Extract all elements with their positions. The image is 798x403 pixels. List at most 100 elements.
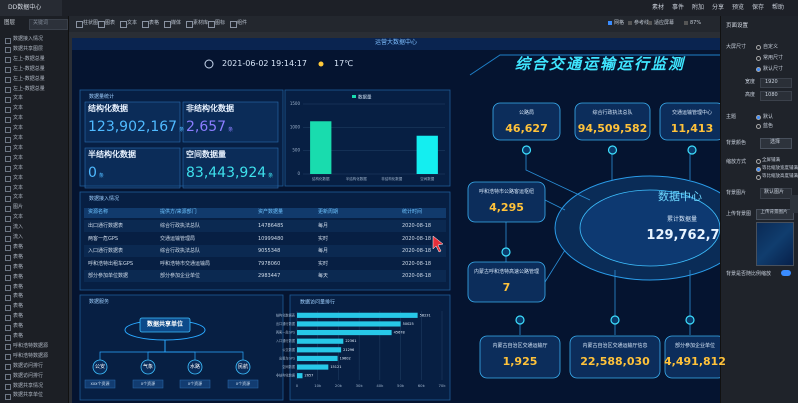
menu-item[interactable]: 保存 (752, 4, 765, 11)
layer-item[interactable]: 流入 (13, 224, 24, 231)
menu-item[interactable]: 帮助 (772, 4, 785, 11)
layer-icon (5, 47, 11, 54)
tool-icon (98, 21, 105, 28)
radio-label: 蓝色 (763, 123, 774, 129)
tool-label[interactable]: 素材库 (193, 20, 209, 26)
layer-icon (5, 146, 11, 153)
table-header: 资源名称 (88, 209, 109, 215)
center-value: 129,762,7 (646, 228, 720, 243)
radio[interactable] (756, 45, 761, 50)
radio-label: 默认 (763, 114, 774, 120)
radio[interactable] (756, 115, 761, 120)
layer-item[interactable]: 文本 (13, 174, 24, 181)
tool-label[interactable]: 表格 (149, 20, 160, 26)
layer-item[interactable]: 左上-数据总量 (13, 85, 45, 92)
radio[interactable] (756, 56, 761, 61)
layer-item[interactable]: 文本 (13, 164, 24, 171)
y-tick-label: 0 (297, 171, 300, 176)
view-item[interactable]: 87% (690, 20, 702, 26)
tool-label[interactable]: 图标 (215, 20, 226, 26)
input[interactable] (760, 91, 792, 101)
layer-item[interactable]: 表格 (13, 323, 24, 330)
layer-item[interactable]: 表格 (13, 263, 24, 270)
layer-item[interactable]: 呼和浩特数据源 (13, 352, 49, 359)
layer-item[interactable]: 表格 (13, 243, 24, 250)
layer-item[interactable]: 文本 (13, 115, 24, 122)
layer-item[interactable]: 数据访问排行 (13, 362, 44, 369)
menu-item[interactable]: 附加 (692, 4, 705, 11)
layer-item[interactable]: 左上-数据总量 (13, 55, 45, 62)
layer-item[interactable]: 表格 (13, 303, 24, 310)
layer-item[interactable]: 左上-数据总量 (13, 75, 45, 82)
view-item[interactable]: 网格 (614, 20, 625, 26)
tool-label[interactable]: 图表 (105, 20, 116, 26)
tool-label[interactable]: 组件 (237, 20, 248, 26)
toggle[interactable] (781, 270, 791, 276)
layer-item[interactable]: 左上-数据总量 (13, 65, 45, 72)
input[interactable] (760, 78, 792, 88)
layer-item[interactable]: 文本 (13, 194, 24, 201)
menu-item[interactable]: 预览 (732, 4, 745, 11)
button[interactable] (760, 138, 792, 149)
x-tick-label: 30k (356, 383, 364, 388)
radio[interactable] (756, 124, 761, 129)
layer-item[interactable]: 数据共享情况 (13, 382, 44, 389)
layer-item[interactable]: 文本 (13, 144, 24, 151)
layer-item[interactable]: 表格 (13, 293, 24, 300)
search-text: 关键词 (33, 20, 49, 26)
layer-icon (5, 384, 11, 390)
layer-item[interactable]: 图片 (13, 204, 24, 211)
layer-item[interactable]: 数据访问排行 (13, 372, 44, 379)
layer-item[interactable]: 流入 (13, 234, 24, 240)
menu-item[interactable]: 素材 (652, 4, 665, 11)
layer-item[interactable]: 文本 (13, 184, 24, 191)
network-node-label: 综合行政执法总队 (592, 110, 633, 116)
button[interactable] (756, 209, 794, 220)
network-node (467, 181, 546, 223)
layer-item[interactable]: 文本 (13, 214, 24, 221)
layer-item[interactable]: 数据接入情况 (13, 36, 44, 42)
layer-item[interactable]: 文本 (13, 95, 24, 102)
radio[interactable] (756, 159, 761, 164)
y-tick-label: 公交数据 (282, 347, 296, 352)
layer-item[interactable]: 表格 (13, 313, 24, 320)
radio[interactable] (756, 175, 761, 180)
menu-item[interactable]: 事件 (672, 4, 685, 11)
radio[interactable] (756, 67, 761, 72)
service-node-label: 公安 (94, 363, 106, 370)
layer-icon (5, 37, 11, 44)
network-dot (687, 145, 697, 155)
layer-item[interactable]: 数据共享单位 (13, 392, 44, 399)
view-item[interactable]: 参考线 (634, 20, 650, 26)
layer-item[interactable]: 文本 (13, 154, 24, 161)
collapse-arrow[interactable] (790, 195, 798, 213)
search-box[interactable] (29, 19, 68, 30)
tool-label[interactable]: 文本 (127, 20, 138, 26)
layer-item[interactable]: 文本 (13, 105, 24, 112)
layer-item[interactable]: 表格 (13, 333, 24, 339)
layer-item[interactable]: 呼和浩特数据源 (13, 342, 49, 349)
table-row-bg (84, 220, 446, 232)
button-text: 上传背景图片 (760, 210, 788, 215)
layer-item[interactable]: 表格 (13, 283, 24, 290)
layer-item[interactable]: 文本 (13, 135, 24, 141)
tool-label[interactable]: 柱状图 (83, 20, 99, 26)
data-label: 45678 (394, 331, 405, 335)
view-item[interactable]: 适应屏幕 (654, 20, 675, 26)
menu-item[interactable]: 分享 (712, 4, 725, 11)
layer-item[interactable]: 数据共享图层 (13, 45, 44, 52)
layer-icon (5, 96, 11, 103)
stat-label: 半结构化数据 (88, 150, 136, 159)
y-tick-label: 500 (292, 148, 300, 153)
data-label: 15121 (330, 365, 341, 369)
radio[interactable] (756, 167, 761, 172)
view-check (648, 21, 652, 25)
tool-icon (208, 21, 215, 28)
legend-swatch (352, 95, 356, 98)
layer-item[interactable]: 表格 (13, 273, 24, 280)
tool-icon (230, 21, 237, 28)
layer-item[interactable]: 文本 (13, 125, 24, 132)
tool-label[interactable]: 媒体 (171, 20, 182, 26)
select[interactable] (760, 188, 792, 199)
layer-item[interactable]: 表格 (13, 253, 24, 260)
